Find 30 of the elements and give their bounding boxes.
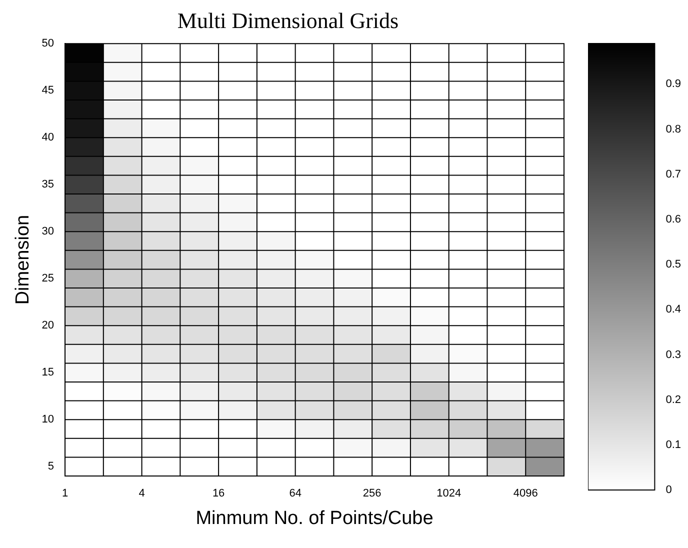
color-bar-label: 0.2 (666, 394, 682, 406)
color-bar-label: 0.4 (666, 304, 682, 316)
color-bar-label: 0.3 (666, 348, 682, 361)
color-bar-label: 0.9 (666, 78, 682, 90)
y-tick-label: 35 (42, 178, 54, 191)
x-tick-label: 4 (138, 488, 145, 500)
y-tick-label: 5 (48, 460, 54, 473)
x-tick-label: 256 (362, 488, 382, 500)
x-tick-label: 16 (212, 488, 225, 500)
x-tick-label: 1 (62, 488, 68, 500)
color-bar-label: 0.8 (666, 123, 682, 136)
y-tick-label: 15 (42, 366, 54, 379)
y-tick-label: 25 (42, 272, 54, 285)
color-bar-label: 0.5 (666, 258, 682, 271)
y-tick-label: 40 (42, 132, 54, 144)
y-axis-title: Dimension (12, 214, 34, 305)
chart-title: Multi Dimensional Grids (176, 8, 400, 34)
y-tick-label: 20 (42, 320, 54, 332)
color-bar-label: 0.6 (666, 213, 682, 226)
x-tick-label: 64 (289, 488, 302, 500)
y-tick-label: 10 (42, 414, 54, 426)
x-axis-title: Minmum No. of Points/Cube (196, 508, 434, 529)
color-bar-label: 0.1 (666, 438, 682, 451)
x-tick-label: 4096 (513, 488, 538, 500)
x-tick-label: 1024 (436, 488, 462, 500)
y-tick-label: 45 (42, 84, 54, 97)
color-bar-label: 0.7 (666, 168, 682, 180)
y-tick-label: 50 (42, 38, 54, 50)
color-bar-label: 0 (666, 484, 672, 496)
y-tick-label: 30 (42, 226, 54, 238)
